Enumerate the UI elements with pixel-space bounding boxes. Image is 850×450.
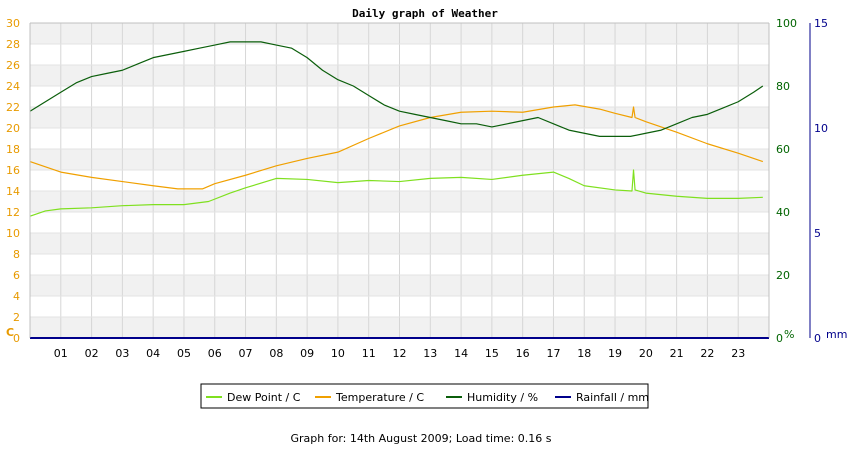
left-tick-label: 10 bbox=[6, 227, 20, 240]
rainfall-tick-label: 0 bbox=[814, 332, 821, 345]
x-tick-label: 05 bbox=[177, 347, 191, 360]
left-tick-label: 14 bbox=[6, 185, 20, 198]
axis-frame bbox=[29, 22, 811, 339]
rainfall-tick-label: 15 bbox=[814, 17, 828, 30]
x-tick-label: 19 bbox=[608, 347, 622, 360]
left-tick-label: 22 bbox=[6, 101, 20, 114]
left-tick-label: 18 bbox=[6, 143, 20, 156]
humidity-tick-label: 100 bbox=[776, 17, 797, 30]
legend-label: Rainfall / mm bbox=[576, 391, 649, 404]
series-line bbox=[29, 41, 764, 137]
left-axis-unit: C bbox=[6, 326, 14, 339]
x-tick-label: 09 bbox=[300, 347, 314, 360]
humidity-tick-label: 80 bbox=[776, 80, 790, 93]
left-tick-label: 2 bbox=[13, 311, 20, 324]
x-tick-label: 10 bbox=[331, 347, 345, 360]
x-tick-label: 17 bbox=[546, 347, 560, 360]
left-tick-label: 16 bbox=[6, 164, 20, 177]
rainfall-tick-label: 5 bbox=[814, 227, 821, 240]
humidity-axis-unit: % bbox=[784, 328, 794, 341]
left-tick-label: 20 bbox=[6, 122, 20, 135]
left-tick-label: 30 bbox=[6, 17, 20, 30]
humidity-axis-ticks: 0 20 40 60 80 100 bbox=[776, 17, 797, 345]
x-tick-label: 04 bbox=[146, 347, 160, 360]
left-tick-label: 24 bbox=[6, 80, 20, 93]
x-tick-label: 22 bbox=[700, 347, 714, 360]
legend-label: Dew Point / C bbox=[227, 391, 301, 404]
legend-label: Humidity / % bbox=[467, 391, 538, 404]
x-tick-label: 13 bbox=[423, 347, 437, 360]
x-tick-label: 03 bbox=[115, 347, 129, 360]
x-tick-label: 06 bbox=[208, 347, 222, 360]
legend-label: Temperature / C bbox=[335, 391, 424, 404]
x-axis-ticks: 01 02 03 04 05 06 07 08 09 10 11 12 13 14 15 16 17 18 19 20… bbox=[54, 347, 745, 360]
x-tick-label: 16 bbox=[516, 347, 530, 360]
rainfall-axis-ticks: 0 5 10 15 bbox=[814, 17, 828, 345]
x-tick-label: 18 bbox=[577, 347, 591, 360]
x-tick-label: 14 bbox=[454, 347, 468, 360]
left-tick-label: 0 bbox=[13, 332, 20, 345]
x-tick-label: 11 bbox=[362, 347, 376, 360]
series-line bbox=[29, 169, 763, 217]
x-tick-label: 20 bbox=[639, 347, 653, 360]
x-tick-label: 15 bbox=[485, 347, 499, 360]
humidity-tick-label: 20 bbox=[776, 269, 790, 282]
graph-footer: Graph for: 14th August 2009; Load time: … bbox=[291, 432, 552, 445]
x-tick-label: 02 bbox=[85, 347, 99, 360]
x-tick-label: 12 bbox=[393, 347, 407, 360]
left-tick-label: 8 bbox=[13, 248, 20, 261]
x-tick-label: 07 bbox=[239, 347, 253, 360]
x-tick-label: 01 bbox=[54, 347, 68, 360]
chart-title: Daily graph of Weather bbox=[352, 7, 498, 20]
x-tick-label: 23 bbox=[731, 347, 745, 360]
rainfall-tick-label: 10 bbox=[814, 122, 828, 135]
left-tick-label: 28 bbox=[6, 38, 20, 51]
humidity-tick-label: 0 bbox=[776, 332, 783, 345]
left-tick-label: 26 bbox=[6, 59, 20, 72]
rainfall-axis-unit: mm bbox=[826, 328, 847, 341]
left-tick-label: 6 bbox=[13, 269, 20, 282]
x-tick-label: 08 bbox=[269, 347, 283, 360]
left-tick-label: 12 bbox=[6, 206, 20, 219]
chart-legend: Dew Point / C Temperature / C Humidity / %… bbox=[200, 383, 649, 409]
left-tick-label: 4 bbox=[13, 290, 20, 303]
legend-box bbox=[200, 383, 649, 409]
x-tick-label: 21 bbox=[670, 347, 684, 360]
humidity-tick-label: 60 bbox=[776, 143, 790, 156]
humidity-tick-label: 40 bbox=[776, 206, 790, 219]
